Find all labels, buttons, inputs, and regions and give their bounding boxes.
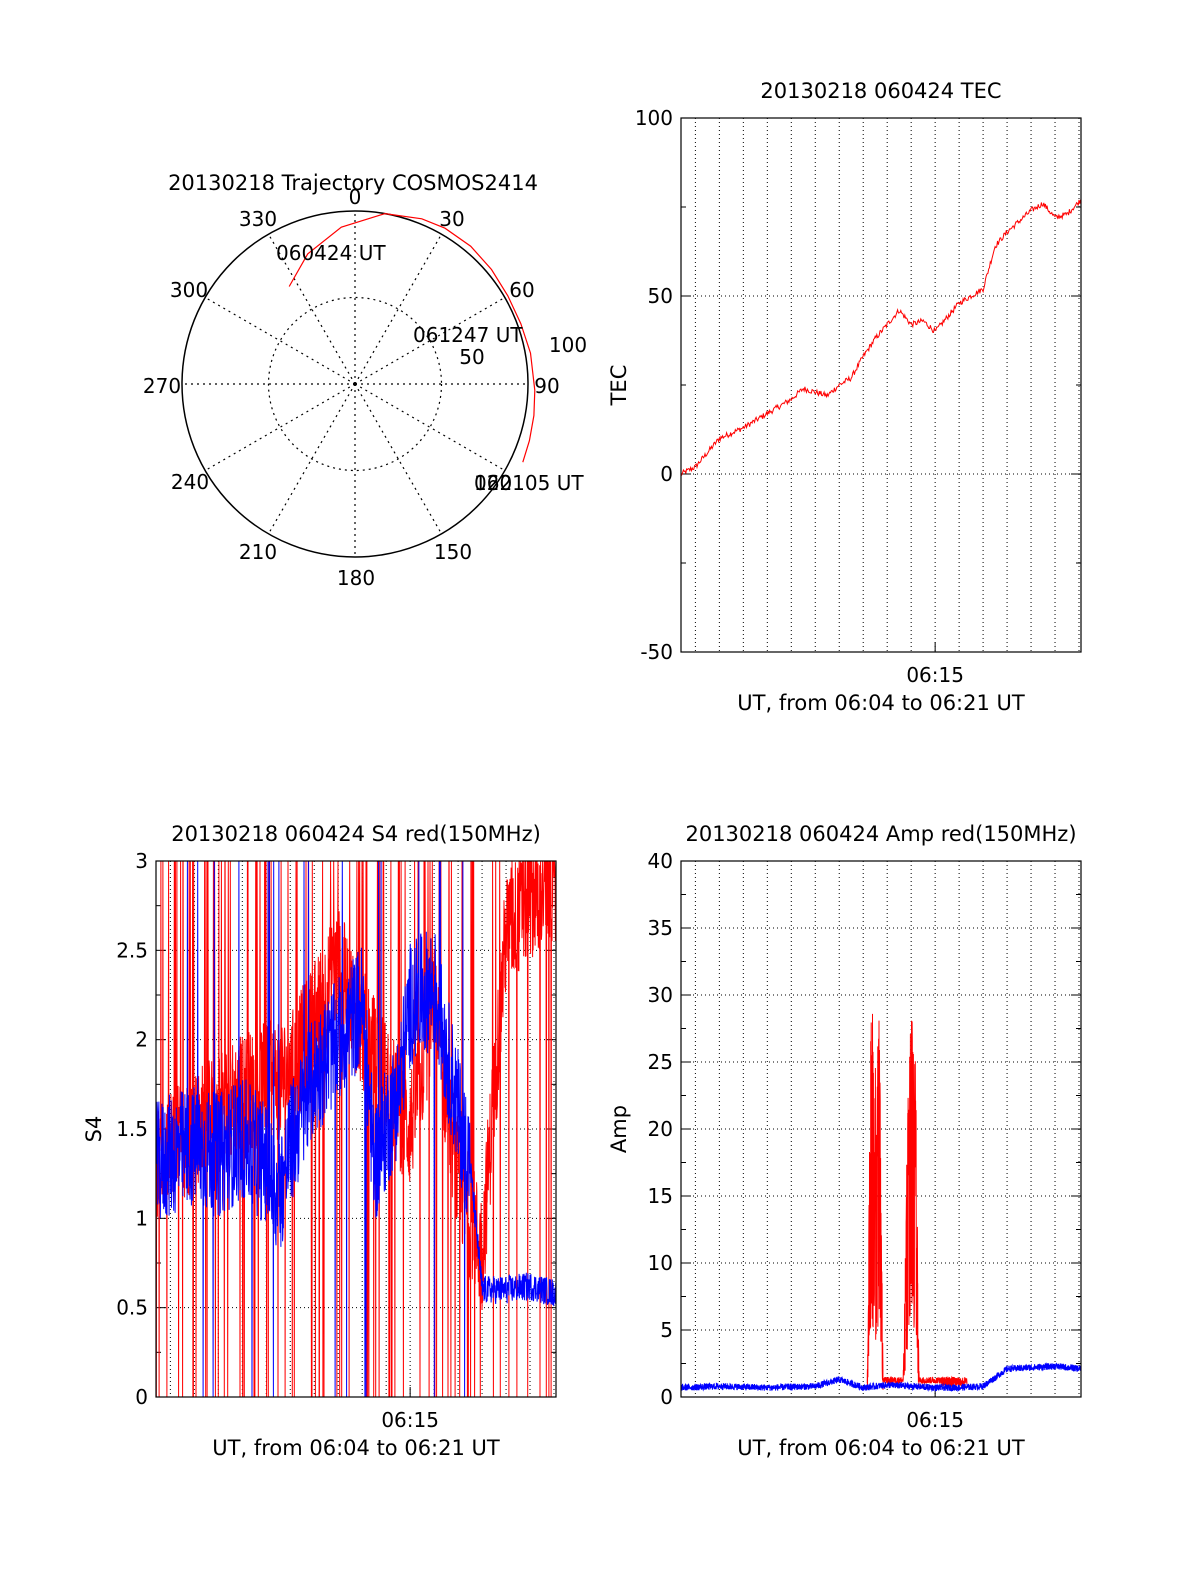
polar-spoke: [267, 233, 356, 385]
polar-angle-label: 210: [239, 540, 277, 564]
y-axis-label: TEC: [607, 365, 631, 407]
y-axis-label: Amp: [607, 1105, 631, 1153]
y-tick-label: 35: [648, 916, 673, 940]
y-tick-label: 1.5: [116, 1117, 148, 1141]
y-tick-label: 100: [635, 106, 673, 130]
plot-frame: [680, 117, 1082, 653]
polar-angle-label: 300: [170, 278, 208, 302]
polar-angle-label: 90: [534, 374, 559, 398]
x-tick-label: 06:15: [906, 663, 964, 687]
y-tick-label: 3: [135, 849, 148, 873]
series-blue-line: [155, 860, 557, 1398]
y-tick-label: 50: [648, 284, 673, 308]
polar-spoke: [267, 383, 356, 535]
polar-spoke: [204, 383, 356, 472]
y-tick-label: 0: [660, 1385, 673, 1409]
x-axis-label: UT, from 06:04 to 06:21 UT: [212, 1436, 500, 1460]
y-tick-label: 2: [135, 1028, 148, 1052]
y-tick-label: 5: [660, 1318, 673, 1342]
y-tick-label: -50: [640, 640, 673, 664]
x-tick-label: 06:15: [381, 1408, 439, 1432]
series-red-line: [155, 860, 557, 1398]
chart-s4: 0 0.5 1 1.5 2 2.5 3 06:15 20130218 060424 S4 red…: [82, 822, 557, 1460]
polar-angle-label: 150: [434, 540, 472, 564]
x-axis-label: UT, from 06:04 to 06:21 UT: [737, 691, 1025, 715]
chart-title: 20130218 060424 S4 red(150MHz): [171, 822, 541, 846]
y-tick-label: 1: [135, 1206, 148, 1230]
chart-title: 20130218 060424 TEC: [760, 79, 1001, 103]
trajectory-annotation: 061247 UT: [413, 323, 523, 347]
trajectory-annotation: 060424 UT: [276, 241, 386, 265]
polar-radial-label: 50: [459, 345, 484, 369]
polar-spoke: [204, 296, 356, 385]
polar-spoke: [354, 233, 443, 385]
plot-frame: [155, 860, 557, 1398]
polar-angle-label: 240: [171, 470, 209, 494]
polar-grid-circle: [267, 296, 443, 472]
trajectory-annotation: 120: [474, 471, 512, 495]
series-red-line: [866, 1013, 968, 1390]
chart-tec: -50 0 50 100 06:15 20130218 060424 TEC UT, fro…: [607, 79, 1082, 715]
y-tick-label: 2.5: [116, 938, 148, 962]
x-axis-label: UT, from 06:04 to 06:21 UT: [737, 1436, 1025, 1460]
polar-angle-label: 0: [349, 185, 362, 209]
polar-outer-circle: [181, 210, 529, 558]
trajectory-track: [288, 212, 536, 463]
polar-spoke: [354, 383, 506, 472]
y-tick-label: 0: [660, 462, 673, 486]
y-tick-label: 15: [648, 1184, 673, 1208]
polar-angle-label: 330: [239, 207, 277, 231]
polar-angle-label: 60: [509, 278, 534, 302]
y-tick-label: 0.5: [116, 1296, 148, 1320]
series-blue-line: [680, 1362, 1082, 1393]
series-red-line: [680, 199, 1082, 476]
y-tick-label: 0: [135, 1385, 148, 1409]
polar-angle-label: 270: [143, 374, 181, 398]
y-tick-label: 40: [648, 849, 673, 873]
polar-spoke: [354, 383, 443, 535]
chart-title: 20130218 Trajectory COSMOS2414: [168, 171, 538, 195]
plot-frame: [680, 860, 1082, 1398]
polar-angle-label: 180: [337, 566, 375, 590]
trajectory-annotation: 062105 UT: [474, 471, 584, 495]
y-tick-label: 25: [648, 1050, 673, 1074]
y-tick-label: 10: [648, 1251, 673, 1275]
y-tick-label: 30: [648, 983, 673, 1007]
x-tick-label: 06:15: [906, 1408, 964, 1432]
polar-spoke: [354, 296, 506, 385]
polar-radial-label: 100: [549, 333, 587, 357]
y-axis-label: S4: [82, 1116, 106, 1143]
chart-amp: 0 5 10 15 20 25 30 35 40 06:15 20130218 060424 Amp…: [607, 822, 1082, 1460]
y-tick-label: 20: [648, 1117, 673, 1141]
chart-title: 20130218 060424 Amp red(150MHz): [685, 822, 1076, 846]
